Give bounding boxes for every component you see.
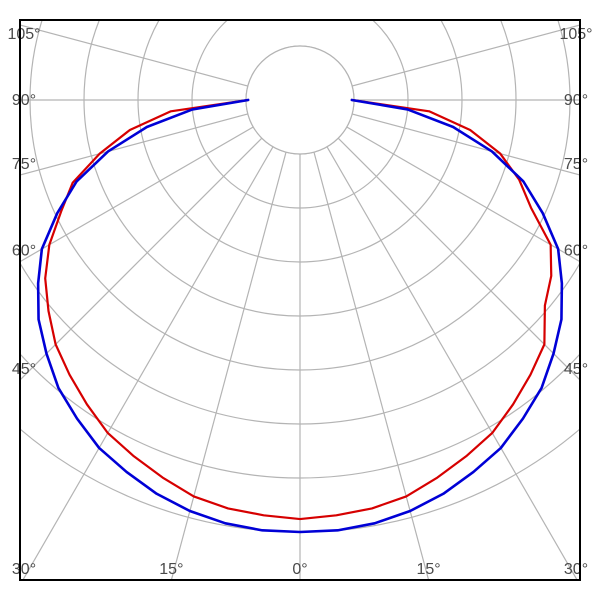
- angle-label: 75°: [564, 156, 588, 173]
- angle-label: 15°: [159, 561, 183, 578]
- angle-label: 60°: [564, 243, 588, 260]
- pole-disc: [246, 46, 354, 154]
- angle-label: 90°: [12, 92, 36, 109]
- angle-label: 30°: [564, 561, 588, 578]
- series-C0-C180: [45, 100, 551, 519]
- angle-label: 90°: [564, 92, 588, 109]
- angle-label: 0°: [292, 561, 307, 578]
- angle-label: 45°: [564, 361, 588, 378]
- angle-label: 15°: [417, 561, 441, 578]
- plot-area: [0, 0, 600, 600]
- angle-label: 105°: [7, 26, 40, 43]
- angle-label: 45°: [12, 361, 36, 378]
- angle-label: 30°: [12, 561, 36, 578]
- angle-label: 105°: [559, 26, 592, 43]
- polar-chart: 105° 90° 75° 60° 45° 30° 105° 90° 75° 60° 45° 30° 15…: [0, 0, 600, 600]
- angle-label: 75°: [12, 156, 36, 173]
- angle-label: 60°: [12, 243, 36, 260]
